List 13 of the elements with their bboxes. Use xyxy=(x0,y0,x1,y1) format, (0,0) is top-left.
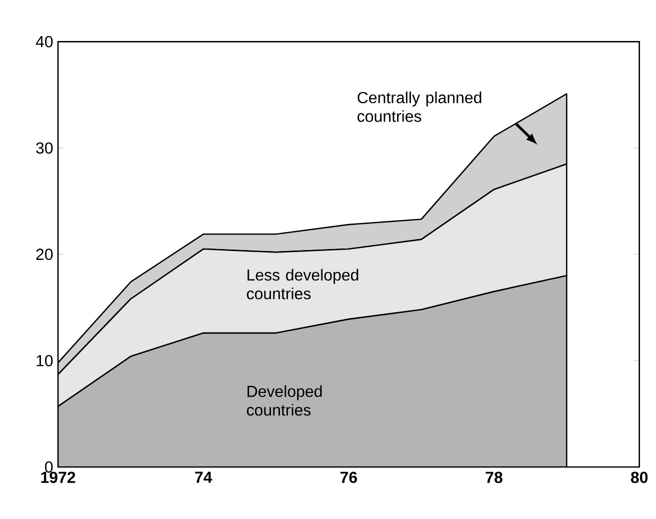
y-tick-label: 40 xyxy=(36,36,53,48)
x-tick-label: 78 xyxy=(486,472,502,484)
y-tick-label: 10 xyxy=(36,355,53,366)
y-tick-label: 0 xyxy=(45,461,53,473)
x-tick-label: 80 xyxy=(630,472,648,484)
x-tick-label: 76 xyxy=(340,472,357,484)
y-tick-label: 30 xyxy=(36,142,53,154)
x-tick-label: 74 xyxy=(195,472,212,483)
series-label: Developed countries xyxy=(246,385,322,416)
y-tick-label: 20 xyxy=(36,248,53,260)
series-label: Less developed countries xyxy=(246,268,358,300)
x-tick-label: 1972 xyxy=(41,472,76,484)
series-label: Centrally planned countries xyxy=(358,92,482,122)
